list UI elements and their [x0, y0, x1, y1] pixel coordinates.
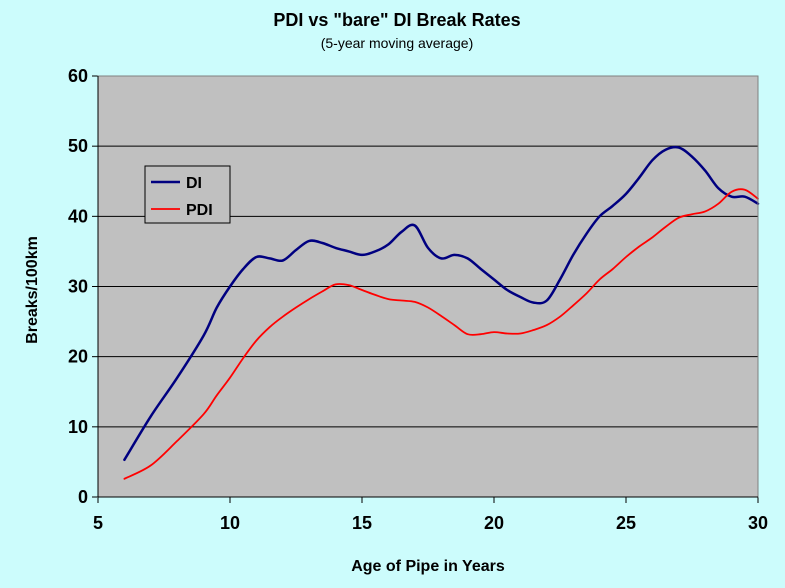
x-tick-label: 25	[616, 513, 636, 533]
y-tick-label: 10	[68, 417, 88, 437]
y-tick-label: 20	[68, 347, 88, 367]
x-axis-label: Age of Pipe in Years	[351, 558, 505, 575]
y-tick-label: 40	[68, 206, 88, 226]
y-tick-labels: 0 10 20 30 40 50 60	[68, 66, 88, 507]
series-line-pdi	[123, 188, 759, 480]
x-tick-label: 20	[484, 513, 504, 533]
legend-box	[144, 165, 231, 224]
chart-subtitle: (5-year moving average)	[321, 35, 474, 51]
y-tick-label: 50	[68, 136, 88, 156]
x-tick-label: 5	[93, 513, 103, 533]
legend-label-pdi: PDI	[186, 202, 213, 219]
y-axis-label: Breaks/100km	[24, 236, 41, 344]
y-tick-label: 0	[78, 487, 88, 507]
legend-label-di: DI	[186, 175, 202, 192]
x-tick-label: 10	[220, 513, 240, 533]
axes	[97, 75, 759, 498]
series-line-di	[123, 145, 760, 462]
legend: DI PDI	[144, 165, 231, 224]
y-tick-label: 30	[68, 277, 88, 297]
x-tick-label: 15	[352, 513, 372, 533]
chart-title: PDI vs "bare" DI Break Rates	[273, 10, 520, 30]
y-tick-label: 60	[68, 66, 88, 86]
series-layer	[123, 145, 760, 480]
x-tick-label: 30	[748, 513, 768, 533]
x-tick-labels: 5 10 15 20 25 30	[93, 513, 768, 533]
